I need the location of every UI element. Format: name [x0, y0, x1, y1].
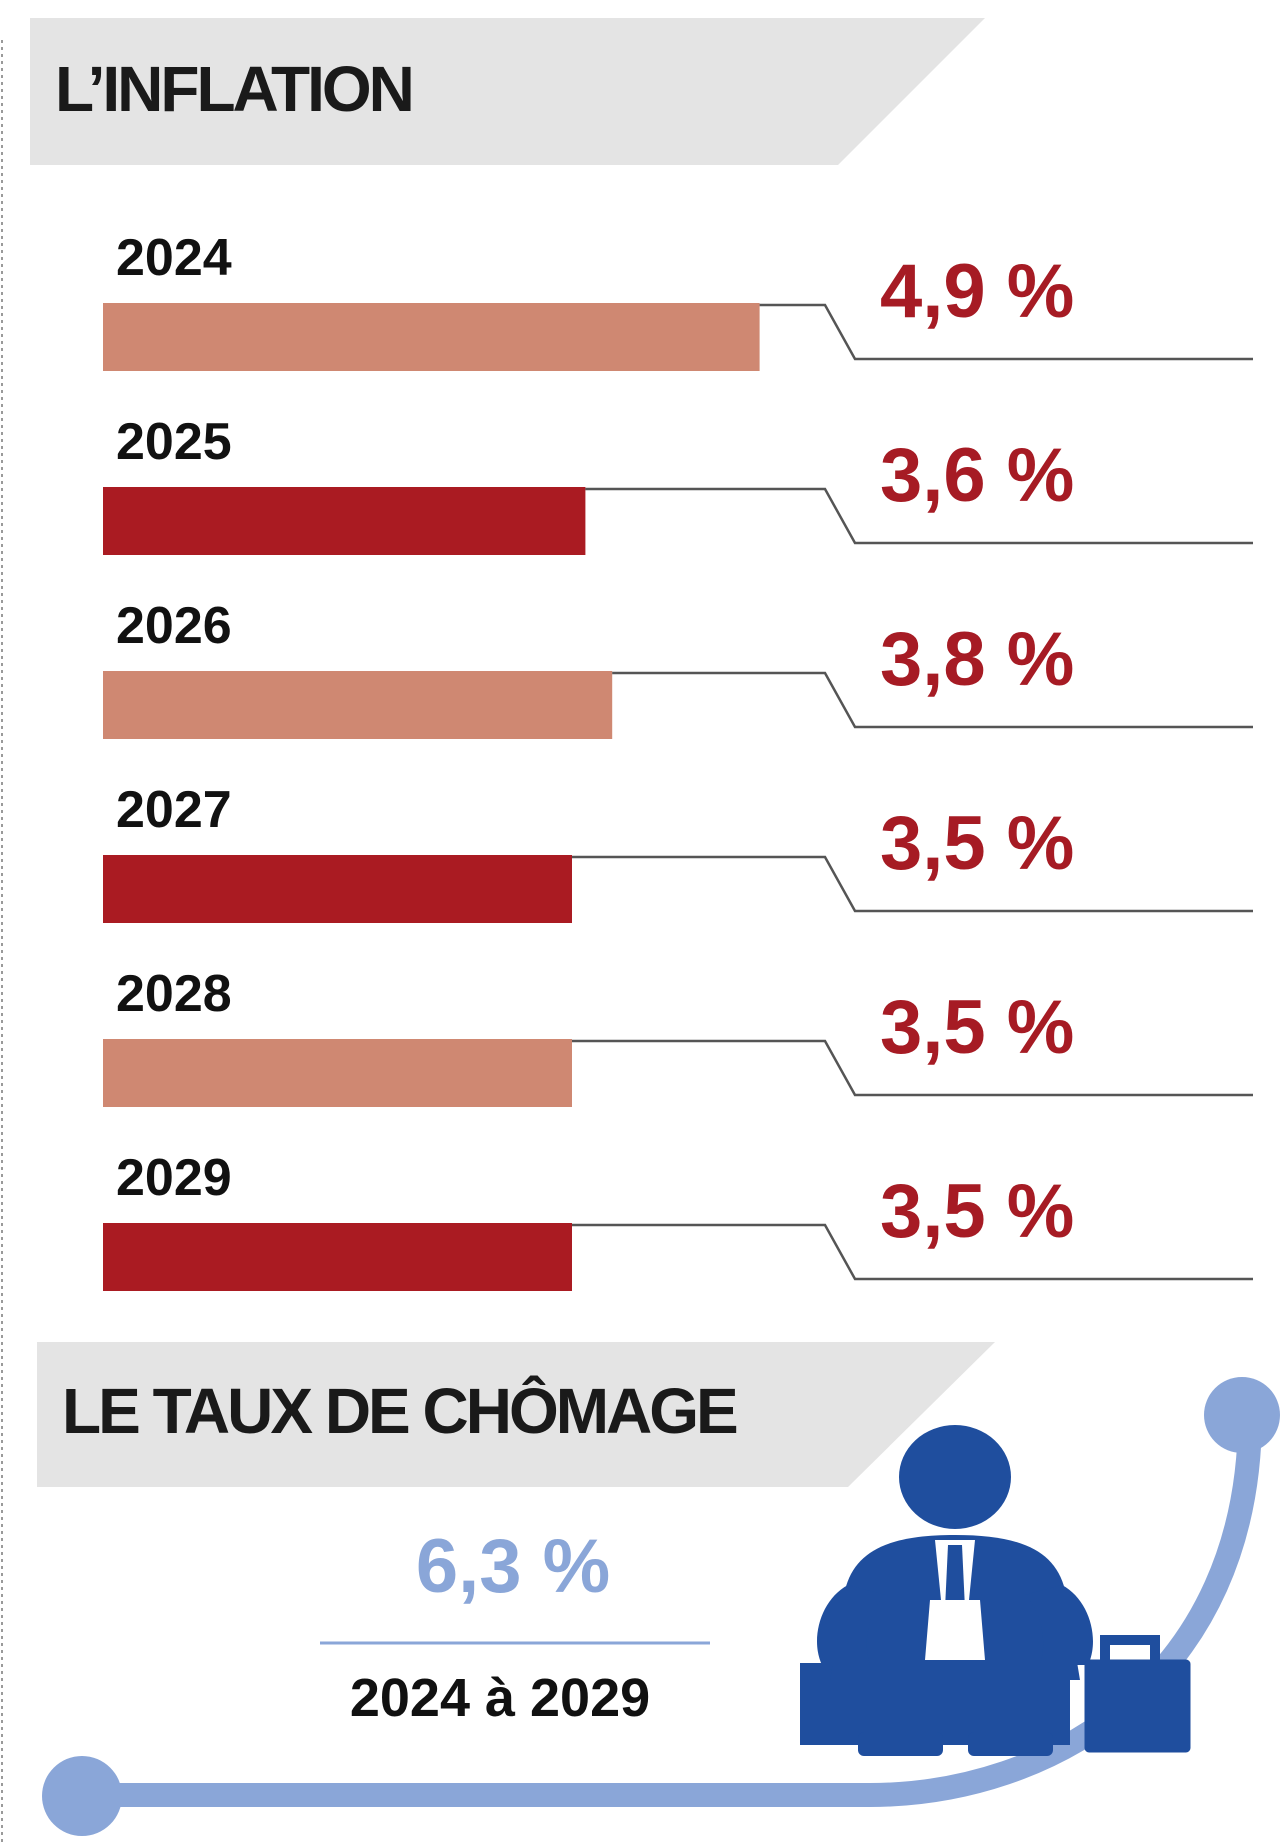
bar-leader-line — [572, 1223, 1253, 1281]
arc-end-dot — [1204, 1377, 1280, 1453]
inflation-title: L’INFLATION — [55, 53, 412, 125]
inflation-bar — [103, 487, 586, 555]
bar-year-label: 2026 — [116, 597, 232, 655]
bar-group: 2028 3,5 % — [103, 965, 1253, 1107]
bar-year-label: 2027 — [116, 781, 232, 839]
inflation-bar — [103, 1223, 572, 1291]
bar-leader-line — [572, 855, 1253, 913]
bar-group: 2029 3,5 % — [103, 1149, 1253, 1291]
bar-leader-line — [612, 671, 1253, 729]
arc-start-dot — [42, 1756, 122, 1836]
briefcase-icon — [1084, 1635, 1191, 1753]
bar-leader-line — [759, 303, 1253, 361]
bar-group: 2025 3,6 % — [103, 413, 1253, 555]
inflation-banner — [30, 18, 985, 165]
inflation-bar-chart: 2024 4,9 %2025 3,6 %2026 3,8 %2027 3,5 %2028… — [103, 229, 1253, 1291]
bar-year-label: 2025 — [116, 413, 232, 471]
unemployment-period: 2024 à 2029 — [350, 1668, 650, 1728]
bar-year-label: 2028 — [116, 965, 232, 1023]
unemployment-banner — [37, 1342, 995, 1487]
seated-dejected-person-icon — [800, 1425, 1093, 1756]
bar-leader-line — [572, 1039, 1253, 1097]
inflation-header: L’INFLATION — [30, 18, 985, 165]
bar-year-label: 2024 — [116, 229, 232, 287]
bar-year-label: 2029 — [116, 1149, 232, 1207]
inflation-bar — [103, 1039, 572, 1107]
inflation-bar — [103, 855, 572, 923]
bar-value-label: 4,9 % — [880, 249, 1074, 334]
bar-group: 2024 4,9 % — [103, 229, 1253, 371]
unemployment-section: LE TAUX DE CHÔMAGE 6,3 % 2024 à 2029 — [37, 1342, 1280, 1836]
bar-leader-line — [585, 487, 1253, 545]
unemployment-title: LE TAUX DE CHÔMAGE — [62, 1374, 737, 1447]
inflation-bar — [103, 303, 760, 371]
unemployment-value: 6,3 % — [416, 1524, 610, 1609]
bar-value-label: 3,5 % — [880, 1169, 1074, 1254]
bar-value-label: 3,5 % — [880, 985, 1074, 1070]
inflation-bar — [103, 671, 613, 739]
bar-value-label: 3,8 % — [880, 617, 1074, 702]
bar-group: 2026 3,8 % — [103, 597, 1253, 739]
bar-value-label: 3,5 % — [880, 801, 1074, 886]
bar-group: 2027 3,5 % — [103, 781, 1253, 923]
bar-value-label: 3,6 % — [880, 433, 1074, 518]
